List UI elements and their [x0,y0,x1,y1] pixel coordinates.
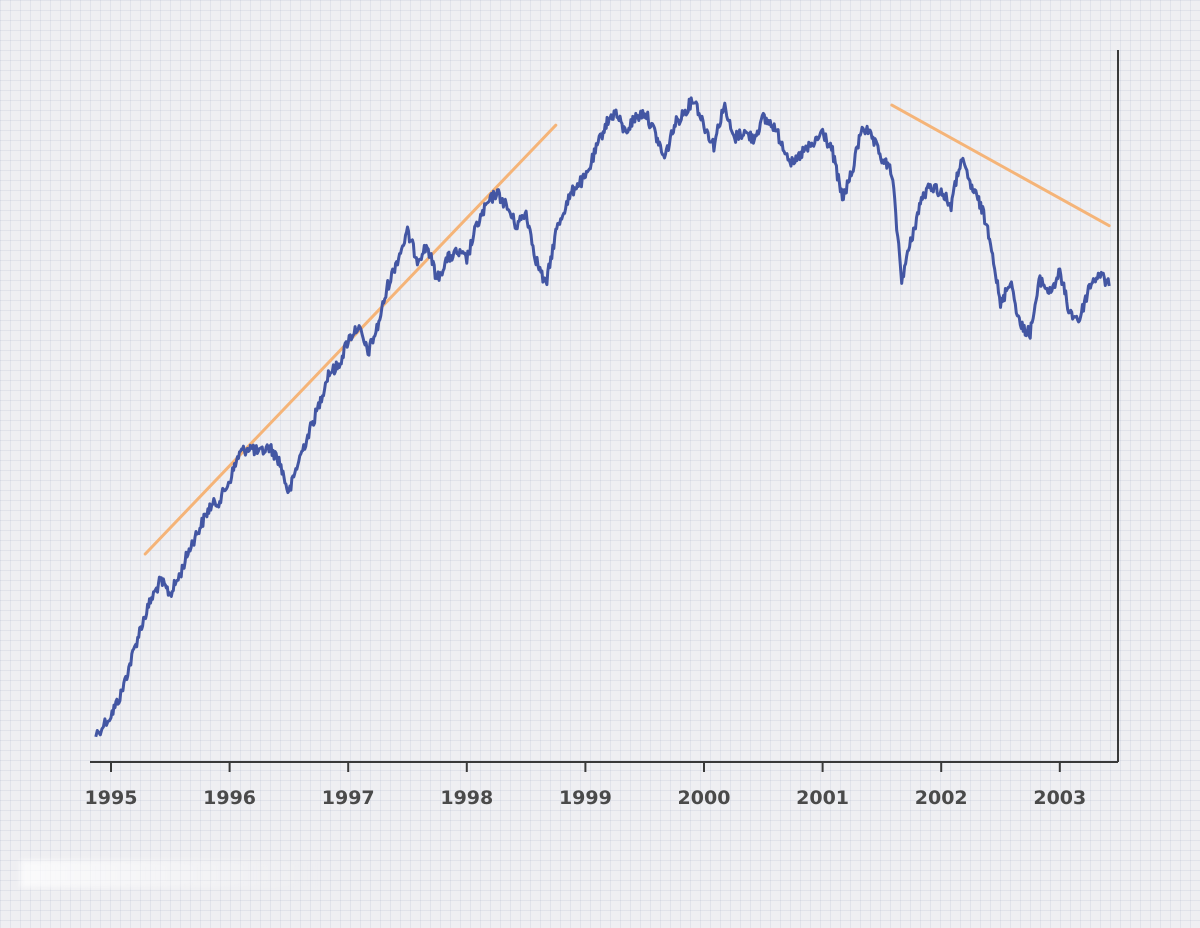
series-layer [94,96,1111,738]
faded-watermark [20,860,320,888]
x-tick-label-2002: 2002 [915,787,968,809]
x-tick-label-1999: 1999 [559,787,612,809]
x-tick-label-2003: 2003 [1033,787,1086,809]
axis-layer [90,50,1119,763]
x-tick-label-1998: 1998 [440,787,493,809]
x-tick-label-1997: 1997 [322,787,375,809]
x-tick-label-2001: 2001 [796,787,849,809]
x-tick-layer: 1995 1996 1997 1998 1999 2000 2001 2002 2003 [85,762,1086,809]
x-tick-label-2000: 2000 [678,787,731,809]
x-tick-label-1996: 1996 [203,787,256,809]
series-line-0 [94,96,1111,738]
x-tick-label-1995: 1995 [85,787,138,809]
trend-line-1 [890,103,1111,228]
